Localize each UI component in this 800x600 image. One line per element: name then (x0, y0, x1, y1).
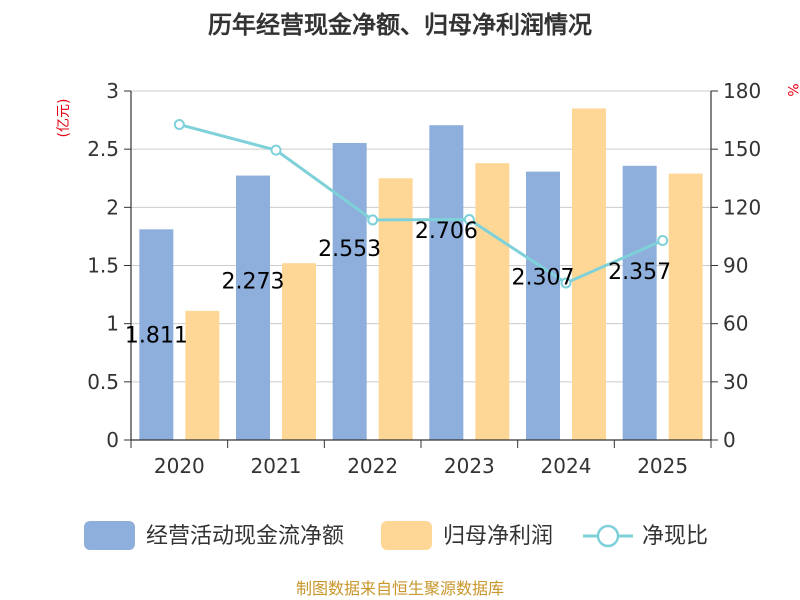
right-tick-label: 120 (723, 195, 761, 219)
x-tick-label: 2021 (251, 454, 302, 478)
left-tick-label: 2.5 (87, 137, 119, 161)
right-tick-label: 60 (723, 312, 748, 336)
right-tick-label: 30 (723, 370, 748, 394)
bar-net-profit (282, 263, 316, 440)
chart-title: 历年经营现金净额、归母净利润情况 (208, 11, 592, 39)
x-tick-label: 2023 (444, 454, 495, 478)
data-labels: 1.811 2.273 2.553 2.706 2.307 2.357 (125, 219, 671, 348)
ratio-line (173, 119, 669, 289)
source-note: 制图数据来自恒生聚源数据库 (296, 579, 504, 598)
gridlines (131, 90, 711, 383)
x-tick-label: 2025 (637, 454, 688, 478)
right-tick-label: 0 (723, 428, 736, 452)
right-tick-label: 90 (723, 254, 748, 278)
x-tick-label: 2020 (154, 454, 205, 478)
bar-cash-flow (332, 143, 367, 440)
left-tick-label: 3 (106, 79, 119, 103)
bar-net-profit (668, 173, 703, 440)
legend-swatch-cash-flow[interactable] (84, 521, 135, 550)
legend-label-ratio[interactable]: 净现比 (642, 524, 708, 549)
bar-cash-flow (429, 125, 464, 441)
ratio-point (657, 234, 669, 246)
legend[interactable]: 经营活动现金流净额 归母净利润 净现比 (84, 521, 708, 550)
left-tick-label: 1.5 (87, 254, 119, 278)
data-label-cash-flow: 2.706 (415, 219, 478, 244)
right-axis-unit-label: % (784, 83, 800, 96)
bar-cash-flow (526, 171, 560, 440)
right-tick-label: 150 (723, 137, 761, 161)
data-label-cash-flow: 1.811 (125, 323, 188, 348)
legend-swatch-ratio-marker[interactable] (596, 524, 620, 548)
bar-net-profit (378, 178, 413, 440)
bar-cash-flow (622, 165, 657, 440)
bar-cash-flow (139, 229, 174, 440)
left-tick-label: 2 (106, 195, 119, 219)
left-tick-label: 1 (106, 312, 119, 336)
bar-cash-flow (236, 175, 270, 440)
tick-labels: 0 0 0.5 30 1 60 1.5 90 2 120 2.5 150 3 180 2020 2021 202… (87, 79, 761, 478)
data-label-cash-flow: 2.553 (318, 237, 381, 262)
data-label-cash-flow: 2.357 (608, 260, 671, 285)
ratio-point (173, 119, 185, 131)
bar-net-profit (185, 310, 220, 440)
left-tick-label: 0.5 (87, 370, 119, 394)
left-tick-label: 0 (106, 428, 119, 452)
legend-swatch-net-profit[interactable] (381, 521, 432, 550)
data-label-cash-flow: 2.307 (512, 266, 575, 291)
ratio-point (367, 214, 379, 226)
x-tick-label: 2024 (541, 454, 592, 478)
right-tick-label: 180 (723, 79, 761, 103)
left-axis-unit-label: (亿元) (56, 99, 72, 138)
legend-label-cash-flow[interactable]: 经营活动现金流净额 (146, 524, 344, 549)
bar-net-profit (475, 163, 510, 441)
ratio-point (560, 277, 572, 289)
data-label-cash-flow: 2.273 (222, 270, 285, 295)
bars (139, 108, 703, 441)
legend-label-net-profit[interactable]: 归母净利润 (443, 524, 553, 549)
ratio-line-path (178, 123, 664, 285)
ratio-point (463, 214, 475, 226)
ratio-point (270, 144, 282, 156)
x-tick-label: 2022 (347, 454, 398, 478)
